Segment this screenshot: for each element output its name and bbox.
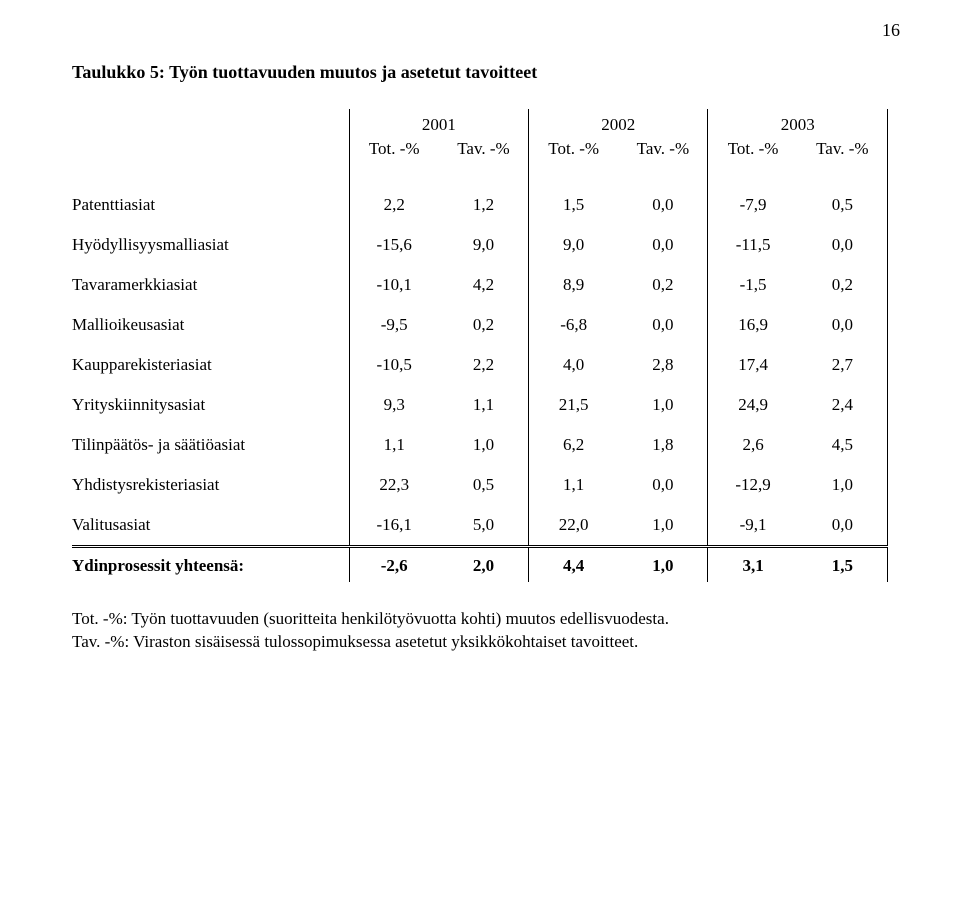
cell: 2,4 [798,385,888,425]
cell: -2,6 [349,547,439,583]
cell: 4,0 [529,345,619,385]
cell: -10,1 [349,265,439,305]
cell: 17,4 [708,345,798,385]
cell: 1,5 [529,185,619,225]
cell: -10,5 [349,345,439,385]
cell: -9,5 [349,305,439,345]
cell: -11,5 [708,225,798,265]
cell: 4,2 [439,265,529,305]
cell: -16,1 [349,505,439,547]
cell: 0,5 [439,465,529,505]
cell: 1,2 [439,185,529,225]
cell: 1,1 [529,465,619,505]
row-label: Yrityskiinnitysasiat [72,385,349,425]
table-header-years: 2001 2002 2003 [72,109,888,137]
cell: 1,1 [439,385,529,425]
subhead: Tav. -% [798,137,888,165]
cell: -7,9 [708,185,798,225]
cell: 0,0 [618,225,708,265]
subhead: Tot. -% [349,137,439,165]
cell: 0,0 [618,465,708,505]
footnotes: Tot. -%: Työn tuottavuuden (suoritteita … [72,608,888,654]
page: 16 Taulukko 5: Työn tuottavuuden muutos … [0,0,960,908]
cell: 8,9 [529,265,619,305]
row-label: Tilinpäätös- ja säätiöasiat [72,425,349,465]
data-table: 2001 2002 2003 Tot. -% Tav. -% Tot. -% T… [72,109,888,582]
subhead: Tav. -% [618,137,708,165]
page-number: 16 [882,20,900,41]
table-row: Yhdistysrekisteriasiat22,30,51,10,0-12,9… [72,465,888,505]
totals-row: Ydinprosessit yhteensä:-2,62,04,41,03,11… [72,547,888,583]
cell: 2,2 [439,345,529,385]
cell: 4,4 [529,547,619,583]
totals-label: Ydinprosessit yhteensä: [72,547,349,583]
cell: 1,5 [798,547,888,583]
row-label: Mallioikeusasiat [72,305,349,345]
row-label: Patenttiasiat [72,185,349,225]
table-row: Mallioikeusasiat-9,50,2-6,80,016,90,0 [72,305,888,345]
cell: -12,9 [708,465,798,505]
cell: 9,0 [439,225,529,265]
cell: 4,5 [798,425,888,465]
cell: 2,6 [708,425,798,465]
cell: -1,5 [708,265,798,305]
subhead: Tot. -% [708,137,798,165]
table-row: Patenttiasiat2,21,21,50,0-7,90,5 [72,185,888,225]
cell: 2,7 [798,345,888,385]
footnote-line: Tot. -%: Työn tuottavuuden (suoritteita … [72,608,888,631]
cell: 1,8 [618,425,708,465]
year-col: 2003 [708,109,888,137]
cell: -9,1 [708,505,798,547]
cell: 1,0 [618,385,708,425]
footnote-line: Tav. -%: Viraston sisäisessä tulossopimu… [72,631,888,654]
table-row: Tilinpäätös- ja säätiöasiat1,11,06,21,82… [72,425,888,465]
cell: 1,1 [349,425,439,465]
cell: 0,2 [798,265,888,305]
subhead: Tav. -% [439,137,529,165]
cell: 0,0 [618,185,708,225]
cell: 1,0 [439,425,529,465]
row-label: Valitusasiat [72,505,349,547]
table-caption: Taulukko 5: Työn tuottavuuden muutos ja … [72,62,888,83]
cell: 1,0 [618,547,708,583]
cell: 0,2 [439,305,529,345]
cell: 0,5 [798,185,888,225]
cell: 6,2 [529,425,619,465]
cell: -15,6 [349,225,439,265]
row-label: Tavaramerkkiasiat [72,265,349,305]
row-label: Hyödyllisyysmalliasiat [72,225,349,265]
table-header-sub: Tot. -% Tav. -% Tot. -% Tav. -% Tot. -% … [72,137,888,165]
cell: -6,8 [529,305,619,345]
cell: 22,0 [529,505,619,547]
cell: 2,8 [618,345,708,385]
cell: 1,0 [798,465,888,505]
cell: 24,9 [708,385,798,425]
cell: 16,9 [708,305,798,345]
cell: 5,0 [439,505,529,547]
row-label: Kaupparekisteriasiat [72,345,349,385]
table-row: Kaupparekisteriasiat-10,52,24,02,817,42,… [72,345,888,385]
cell: 0,0 [798,225,888,265]
cell: 9,0 [529,225,619,265]
cell: 22,3 [349,465,439,505]
cell: 0,0 [618,305,708,345]
year-col: 2001 [349,109,528,137]
row-label: Yhdistysrekisteriasiat [72,465,349,505]
cell: 3,1 [708,547,798,583]
cell: 0,2 [618,265,708,305]
table-row: Hyödyllisyysmalliasiat-15,69,09,00,0-11,… [72,225,888,265]
table-row: Tavaramerkkiasiat-10,14,28,90,2-1,50,2 [72,265,888,305]
cell: 1,0 [618,505,708,547]
table-row: Yrityskiinnitysasiat9,31,121,51,024,92,4 [72,385,888,425]
cell: 21,5 [529,385,619,425]
cell: 9,3 [349,385,439,425]
subhead: Tot. -% [529,137,619,165]
cell: 2,0 [439,547,529,583]
cell: 2,2 [349,185,439,225]
table-row: Valitusasiat-16,15,022,01,0-9,10,0 [72,505,888,547]
year-col: 2002 [529,109,708,137]
cell: 0,0 [798,305,888,345]
cell: 0,0 [798,505,888,547]
